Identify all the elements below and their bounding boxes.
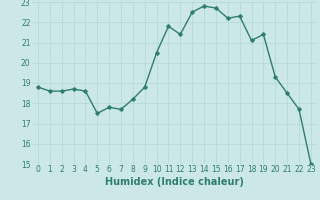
X-axis label: Humidex (Indice chaleur): Humidex (Indice chaleur) [105,177,244,187]
